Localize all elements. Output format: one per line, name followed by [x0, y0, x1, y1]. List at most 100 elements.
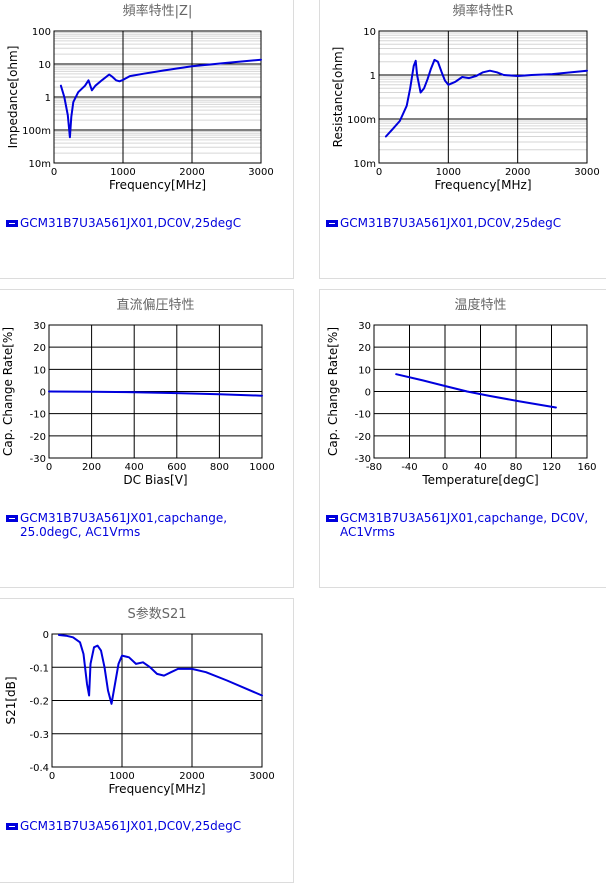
- chart-title: 頻率特性R: [452, 3, 513, 19]
- x-tick-label: 0: [51, 167, 57, 178]
- x-axis-label: Temperature[degC]: [421, 473, 538, 487]
- chart-s21: -0.4 -0.3 -0.2 -0.1 0 0 1000 2000 3000 S参数S21 Freq…: [4, 606, 275, 796]
- y-tick-label: 10m: [29, 159, 51, 170]
- legend-label: GCM31B7U3A561JX01,DC0V,25degC: [20, 216, 242, 230]
- legend-swatch: [6, 823, 18, 830]
- series-line: [59, 58, 262, 139]
- y-tick-label: 0: [365, 388, 371, 399]
- y-tick-label: -20: [30, 432, 46, 443]
- x-axis-label: Frequency[MHz]: [109, 178, 206, 192]
- y-tick-label: 1: [45, 93, 51, 104]
- legend-label: GCM31B7U3A561JX01,DC0V,25degC: [20, 819, 242, 833]
- plot-frame: [378, 30, 588, 164]
- plot-frame: [373, 324, 588, 459]
- chart-title: 直流偏圧特性: [116, 298, 194, 313]
- legend-label: GCM31B7U3A561JX01,DC0V,25degC: [340, 216, 562, 230]
- x-tick-label: 1000: [436, 167, 461, 178]
- legend-s21[interactable]: GCM31B7U3A561JX01,DC0V,25degC: [6, 819, 241, 833]
- x-tick-label: 200: [82, 462, 101, 473]
- y-tick-label: -0.2: [29, 697, 49, 708]
- x-tick-label: 3000: [248, 167, 273, 178]
- legend-resistance[interactable]: GCM31B7U3A561JX01,DC0V,25degC: [326, 216, 561, 230]
- panel-dc-bias: -30 -20 -10 0 10 20 30 0 200 400 600 800 1000 直流偏圧特性 D…: [0, 289, 294, 588]
- y-tick-label: -10: [355, 410, 371, 421]
- legend-impedance[interactable]: GCM31B7U3A561JX01,DC0V,25degC: [6, 216, 241, 230]
- x-tick-label: 3000: [249, 771, 274, 782]
- legend-temperature[interactable]: GCM31B7U3A561JX01,capchange, DC0V, AC1Vr…: [326, 511, 596, 539]
- chart-resistance: 10m 100m 1 10 0 1000 2000 3000 頻率特性R Frequency[MH…: [331, 3, 600, 192]
- y-tick-label: 10: [33, 365, 46, 376]
- x-tick-label: 2000: [179, 771, 204, 782]
- x-tick-label: -80: [366, 462, 382, 473]
- x-tick-label: 120: [542, 462, 561, 473]
- y-tick-label: 100m: [347, 115, 376, 126]
- y-tick-label: 10: [363, 27, 376, 38]
- x-tick-label: 160: [577, 462, 596, 473]
- chart-title: 頻率特性|Z|: [123, 3, 193, 19]
- legend-label: GCM31B7U3A561JX01,capchange, 25.0degC, A…: [20, 511, 228, 539]
- x-tick-label: 0: [46, 462, 52, 473]
- y-tick-label: -20: [355, 432, 371, 443]
- chart-temperature: -30 -20 -10 0 10 20 30 -80 -40 0 40 80 120 160 温度特性 Tem…: [326, 297, 597, 487]
- series-line: [395, 373, 557, 409]
- y-tick-label: 20: [33, 343, 46, 354]
- plot-frame: [53, 30, 262, 164]
- x-tick-label: 600: [167, 462, 186, 473]
- y-tick-label: 1: [370, 71, 376, 82]
- legend-label: GCM31B7U3A561JX01,capchange, DC0V, AC1Vr…: [340, 511, 589, 539]
- y-tick-label: 100m: [22, 126, 51, 137]
- y-tick-label: 10: [38, 60, 51, 71]
- y-tick-label: 0: [43, 630, 49, 641]
- y-tick-label: 0: [40, 388, 46, 399]
- y-axis-label: Cap. Change Rate[%]: [326, 327, 340, 456]
- y-tick-label: -0.3: [29, 730, 49, 741]
- x-tick-label: 400: [125, 462, 144, 473]
- series-line: [48, 390, 263, 397]
- x-tick-label: 1000: [110, 167, 135, 178]
- series-line: [384, 58, 588, 138]
- y-axis-label: S21[dB]: [4, 676, 18, 724]
- y-axis-label: Impedance[ohm]: [6, 46, 20, 149]
- y-axis-label: Resistance[ohm]: [331, 47, 345, 148]
- x-tick-label: 0: [49, 771, 55, 782]
- x-tick-label: 0: [376, 167, 382, 178]
- y-tick-label: -30: [355, 454, 371, 465]
- y-tick-label: 10m: [354, 159, 376, 170]
- panel-s21: -0.4 -0.3 -0.2 -0.1 0 0 1000 2000 3000 S参数S21 Freq…: [0, 598, 294, 883]
- y-tick-label: -10: [30, 410, 46, 421]
- x-tick-label: 3000: [574, 167, 599, 178]
- x-tick-label: 80: [510, 462, 523, 473]
- y-tick-label: -30: [30, 454, 46, 465]
- y-tick-label: 20: [358, 343, 371, 354]
- legend-swatch: [326, 515, 338, 522]
- x-tick-label: 2000: [179, 167, 204, 178]
- legend-dc-bias[interactable]: GCM31B7U3A561JX01,capchange, 25.0degC, A…: [6, 511, 256, 539]
- chart-dc-bias: -30 -20 -10 0 10 20 30 0 200 400 600 800 1000 直流偏圧特性 D…: [1, 298, 275, 487]
- y-tick-label: 10: [358, 365, 371, 376]
- x-tick-label: 1000: [249, 462, 274, 473]
- x-tick-label: -40: [401, 462, 417, 473]
- chart-title: S参数S21: [127, 606, 186, 622]
- panel-temperature: -30 -20 -10 0 10 20 30 -80 -40 0 40 80 120 160 温度特性 Tem…: [319, 289, 606, 588]
- x-tick-label: 1000: [109, 771, 134, 782]
- y-axis-label: Cap. Change Rate[%]: [1, 327, 15, 456]
- x-tick-label: 800: [210, 462, 229, 473]
- x-axis-label: Frequency[MHz]: [434, 178, 531, 192]
- y-tick-label: -0.1: [29, 663, 49, 674]
- y-tick-label: 100: [32, 27, 51, 38]
- legend-swatch: [326, 220, 338, 227]
- x-tick-label: 0: [442, 462, 448, 473]
- plot-frame: [51, 633, 263, 768]
- x-axis-label: DC Bias[V]: [123, 473, 187, 487]
- y-tick-label: -0.4: [29, 763, 49, 774]
- legend-swatch: [6, 515, 18, 522]
- series-line: [58, 634, 263, 705]
- legend-swatch: [6, 220, 18, 227]
- panel-impedance: 10m 100m 1 10 100 0 1000 2000 3000 頻率特性|Z| Frequen…: [0, 0, 294, 279]
- y-tick-label: 30: [33, 321, 46, 332]
- chart-title: 温度特性: [454, 297, 506, 313]
- y-tick-label: 30: [358, 321, 371, 332]
- x-tick-label: 40: [474, 462, 487, 473]
- x-tick-label: 2000: [505, 167, 530, 178]
